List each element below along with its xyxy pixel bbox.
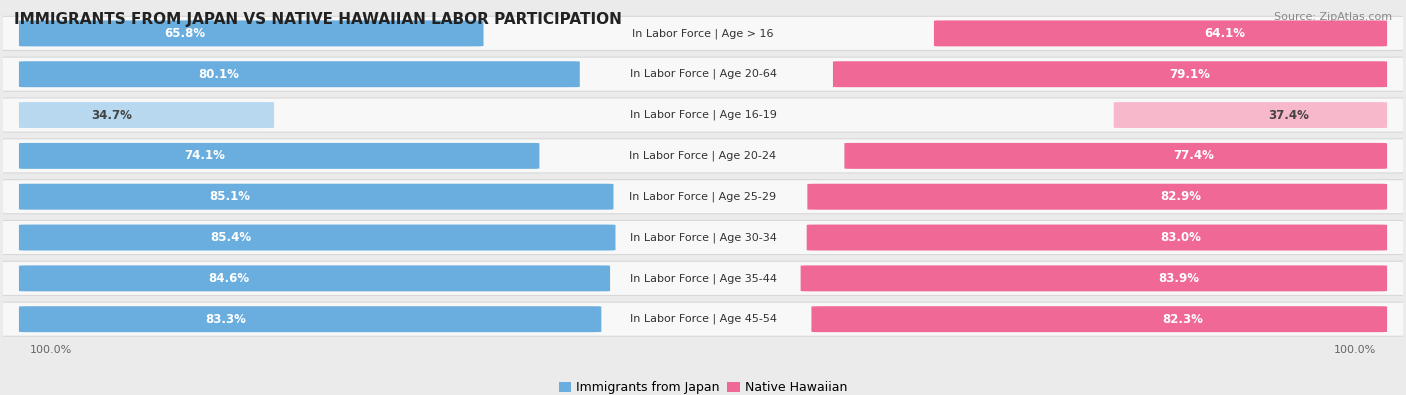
FancyBboxPatch shape bbox=[18, 21, 484, 46]
FancyBboxPatch shape bbox=[18, 184, 613, 210]
Text: In Labor Force | Age 16-19: In Labor Force | Age 16-19 bbox=[630, 110, 776, 120]
FancyBboxPatch shape bbox=[0, 57, 1406, 91]
FancyBboxPatch shape bbox=[934, 21, 1388, 46]
Text: In Labor Force | Age 30-34: In Labor Force | Age 30-34 bbox=[630, 232, 776, 243]
FancyBboxPatch shape bbox=[1114, 102, 1388, 128]
Text: 83.0%: 83.0% bbox=[1160, 231, 1201, 244]
Text: 100.0%: 100.0% bbox=[30, 344, 72, 354]
FancyBboxPatch shape bbox=[807, 184, 1388, 210]
Text: 83.9%: 83.9% bbox=[1159, 272, 1199, 285]
FancyBboxPatch shape bbox=[832, 61, 1388, 87]
Text: In Labor Force | Age 45-54: In Labor Force | Age 45-54 bbox=[630, 314, 776, 324]
Text: Source: ZipAtlas.com: Source: ZipAtlas.com bbox=[1274, 12, 1392, 22]
Text: 77.4%: 77.4% bbox=[1174, 149, 1215, 162]
FancyBboxPatch shape bbox=[0, 220, 1406, 255]
Text: In Labor Force | Age 20-64: In Labor Force | Age 20-64 bbox=[630, 69, 776, 79]
FancyBboxPatch shape bbox=[0, 302, 1406, 336]
FancyBboxPatch shape bbox=[18, 265, 610, 292]
FancyBboxPatch shape bbox=[0, 98, 1406, 132]
Text: In Labor Force | Age 20-24: In Labor Force | Age 20-24 bbox=[630, 150, 776, 161]
Text: 82.9%: 82.9% bbox=[1160, 190, 1202, 203]
Text: 85.1%: 85.1% bbox=[209, 190, 250, 203]
Text: 37.4%: 37.4% bbox=[1268, 109, 1309, 122]
FancyBboxPatch shape bbox=[18, 224, 616, 250]
FancyBboxPatch shape bbox=[807, 224, 1388, 250]
Text: In Labor Force | Age > 16: In Labor Force | Age > 16 bbox=[633, 28, 773, 39]
FancyBboxPatch shape bbox=[0, 139, 1406, 173]
Text: 64.1%: 64.1% bbox=[1205, 27, 1246, 40]
Text: 100.0%: 100.0% bbox=[1334, 344, 1376, 354]
FancyBboxPatch shape bbox=[800, 265, 1388, 292]
FancyBboxPatch shape bbox=[0, 180, 1406, 214]
Text: In Labor Force | Age 25-29: In Labor Force | Age 25-29 bbox=[630, 192, 776, 202]
Text: 84.6%: 84.6% bbox=[208, 272, 250, 285]
Text: 85.4%: 85.4% bbox=[211, 231, 252, 244]
FancyBboxPatch shape bbox=[845, 143, 1388, 169]
FancyBboxPatch shape bbox=[811, 306, 1388, 332]
Text: 34.7%: 34.7% bbox=[91, 109, 132, 122]
Text: 79.1%: 79.1% bbox=[1170, 68, 1211, 81]
FancyBboxPatch shape bbox=[18, 306, 602, 332]
FancyBboxPatch shape bbox=[0, 261, 1406, 295]
FancyBboxPatch shape bbox=[0, 16, 1406, 51]
FancyBboxPatch shape bbox=[18, 61, 579, 87]
Text: 82.3%: 82.3% bbox=[1161, 313, 1202, 326]
Text: IMMIGRANTS FROM JAPAN VS NATIVE HAWAIIAN LABOR PARTICIPATION: IMMIGRANTS FROM JAPAN VS NATIVE HAWAIIAN… bbox=[14, 12, 621, 27]
Text: In Labor Force | Age 35-44: In Labor Force | Age 35-44 bbox=[630, 273, 776, 284]
Text: 74.1%: 74.1% bbox=[184, 149, 225, 162]
Legend: Immigrants from Japan, Native Hawaiian: Immigrants from Japan, Native Hawaiian bbox=[554, 376, 852, 395]
Text: 80.1%: 80.1% bbox=[198, 68, 239, 81]
FancyBboxPatch shape bbox=[18, 102, 274, 128]
Text: 65.8%: 65.8% bbox=[165, 27, 205, 40]
Text: 83.3%: 83.3% bbox=[205, 313, 246, 326]
FancyBboxPatch shape bbox=[18, 143, 540, 169]
